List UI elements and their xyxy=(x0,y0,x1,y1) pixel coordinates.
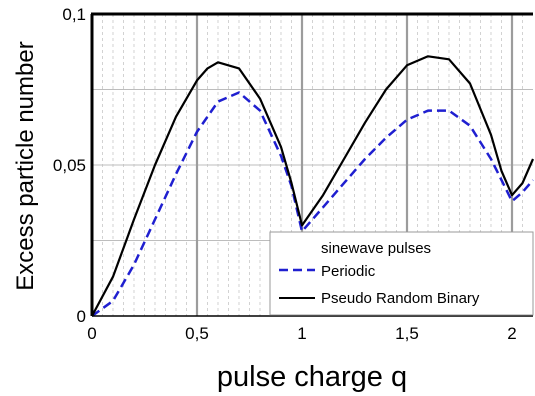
tick-labels: 0 0,5 1 1,5 2 0 0,05 0,1 xyxy=(53,5,517,343)
x-tick-label: 1 xyxy=(297,324,306,343)
legend-title: sinewave pulses xyxy=(321,240,431,257)
legend-box xyxy=(269,231,534,316)
x-tick-label: 2 xyxy=(507,324,516,343)
legend: sinewave pulses Periodic Pseudo Random B… xyxy=(269,231,534,316)
series-line-pseudo-random-binary xyxy=(91,55,535,317)
series-line-periodic xyxy=(91,91,534,318)
x-tick-label: 0,5 xyxy=(185,324,209,343)
legend-label-periodic: Periodic xyxy=(321,263,376,280)
legend-label-prb: Pseudo Random Binary xyxy=(321,290,480,307)
y-tick-label: 0,1 xyxy=(62,5,86,24)
x-axis-label: pulse charge q xyxy=(217,361,407,393)
y-tick-label: 0 xyxy=(77,307,86,326)
x-tick-label: 0 xyxy=(87,324,96,343)
y-axis-label: Excess particle number xyxy=(12,41,39,290)
y-tick-label: 0,05 xyxy=(53,156,86,175)
x-tick-label: 1,5 xyxy=(395,324,419,343)
series-lines xyxy=(91,55,535,318)
axes xyxy=(90,12,533,317)
